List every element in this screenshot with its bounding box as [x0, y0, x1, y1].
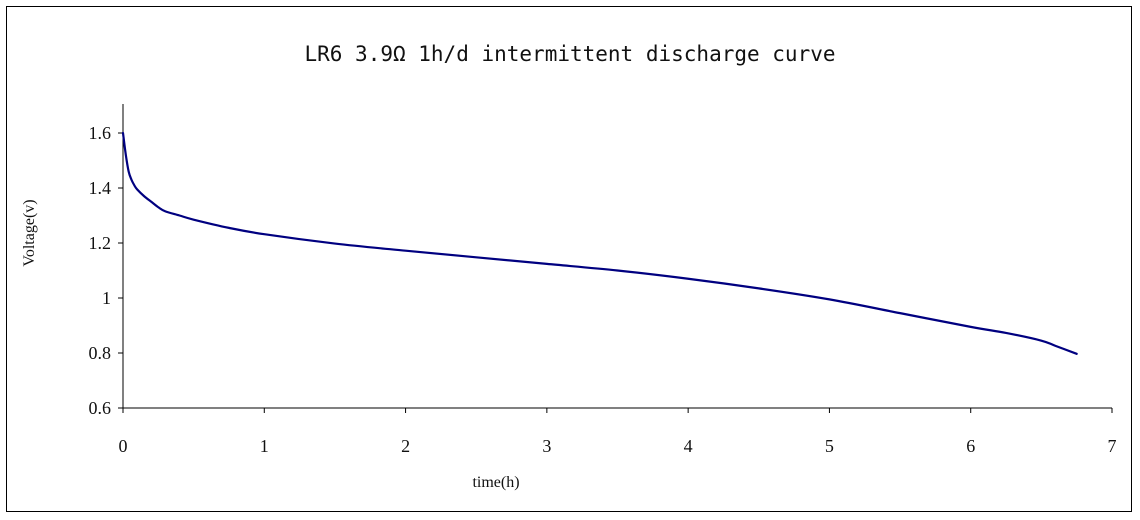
y-tick-label: 0.6	[89, 398, 112, 418]
x-tick-label: 0	[119, 436, 128, 456]
x-tick-label: 1	[260, 436, 269, 456]
x-tick-label: 7	[1108, 436, 1117, 456]
y-tick-label: 1.4	[89, 178, 112, 198]
y-tick-label: 1.2	[89, 233, 112, 253]
x-tick-label: 5	[825, 436, 834, 456]
y-axis-label: Voltage(v)	[21, 199, 38, 266]
chart-title: LR6 3.9Ω 1h/d intermittent discharge cur…	[304, 42, 835, 66]
x-tick-label: 3	[542, 436, 551, 456]
chart-frame: LR6 3.9Ω 1h/d intermittent discharge cur…	[6, 6, 1132, 512]
y-tick-label: 1.6	[89, 123, 112, 143]
x-tick-label: 6	[966, 436, 975, 456]
x-axis-label: time(h)	[472, 474, 519, 491]
x-tick-label: 4	[684, 436, 693, 456]
discharge-chart: LR6 3.9Ω 1h/d intermittent discharge cur…	[21, 42, 1117, 491]
plot-area: 0.6 0.8 1 1.2 1.4 1.6 0 1 2 3 4 5 6 7	[89, 104, 1117, 456]
x-tick-label: 2	[401, 436, 410, 456]
y-tick-label: 1	[102, 288, 111, 308]
discharge-curve-line	[121, 131, 1078, 355]
y-tick-label: 0.8	[89, 343, 112, 363]
